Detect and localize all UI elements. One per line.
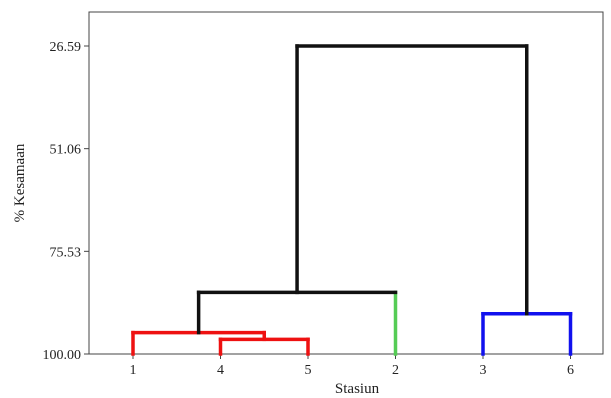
leaf-label: 3 [480,363,487,378]
cluster-link-root [295,44,529,316]
leaf-label: 4 [217,363,224,378]
y-tick-label: 75.53 [50,245,82,260]
leaf-label: 5 [305,363,312,378]
x-axis: 1 4 5 2 3 6 [130,354,574,378]
leaf-label: 2 [392,363,399,378]
dendrogram-links [131,44,573,356]
x-axis-title: Stasiun [335,381,380,397]
cluster-link-c1452 [196,290,398,356]
cluster-link-c45 [218,337,310,356]
leaf-label: 1 [130,363,137,378]
cluster-link-c36 [481,311,573,356]
y-axis-title: % Kesamaan [12,143,28,222]
cluster-link-c145 [131,330,266,356]
y-tick-label: 51.06 [50,143,82,158]
y-axis: 100.00 75.53 51.06 26.59 [43,40,89,363]
leaf-label: 6 [567,363,574,378]
y-tick-label: 100.00 [43,348,82,363]
plot-frame [88,11,604,355]
y-tick-label: 26.59 [50,40,82,55]
